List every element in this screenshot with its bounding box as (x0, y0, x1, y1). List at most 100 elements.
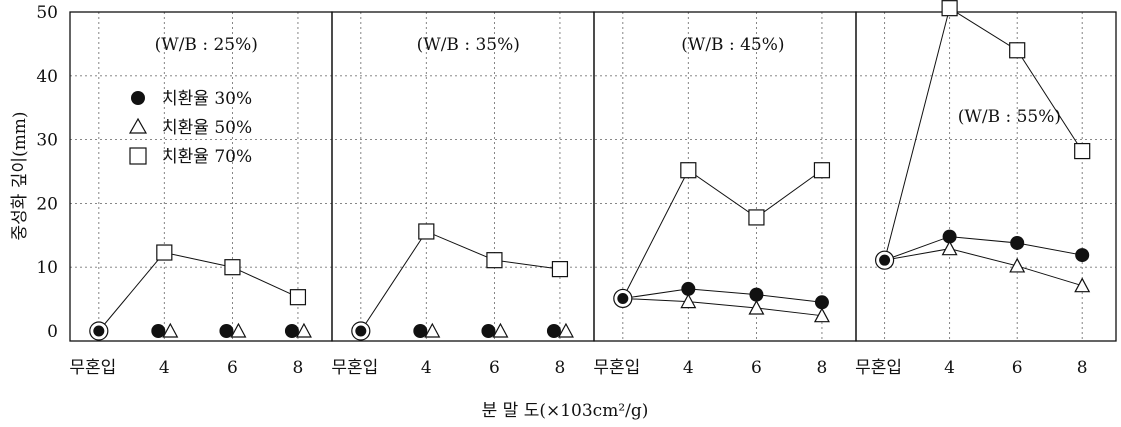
data-point-square (551, 261, 569, 278)
panel-frame (855, 11, 1117, 342)
data-point-circle (1075, 248, 1090, 263)
data-point-triangle (557, 322, 574, 338)
x-tick-label: 4 (421, 358, 432, 378)
data-point-circle (413, 324, 428, 338)
panel-annotation: (W/B : 25%) (155, 35, 258, 55)
legend-marker-square (129, 147, 147, 165)
x-axis-label: 분 말 도(×103cm²/g) (482, 401, 649, 421)
x-tick-label: 무혼입 (593, 358, 640, 378)
x-tick-label: 6 (489, 358, 500, 378)
y-tick-label: 20 (36, 194, 58, 214)
data-point-triangle (295, 322, 312, 338)
series-2 (360, 223, 569, 332)
y-tick-label: 50 (36, 3, 58, 23)
data-point-triangle (1009, 257, 1026, 273)
data-point-circle (814, 295, 829, 310)
data-point-triangle (941, 240, 958, 256)
x-tick-label: 4 (159, 358, 170, 378)
x-tick-label: 4 (683, 358, 694, 378)
data-point-triangle (1074, 277, 1091, 293)
data-point-circle (942, 229, 957, 244)
x-tick-label: 8 (293, 358, 304, 378)
series-line (622, 297, 822, 317)
x-tick-label: 8 (1077, 358, 1088, 378)
panel-annotation: (W/B : 55%) (958, 107, 1061, 127)
data-point-square (224, 259, 241, 276)
x-tick-label: 4 (944, 358, 955, 378)
x-tick-label: 무혼입 (69, 358, 116, 378)
start-dot (617, 292, 629, 304)
panel-frame (331, 11, 595, 342)
data-point-circle (681, 281, 696, 296)
x-tick-label: 6 (227, 358, 238, 378)
x-tick-label: 6 (1012, 358, 1023, 378)
legend: 치환율 30% 치환율 50% 치환율 70% (128, 89, 252, 167)
series-0 (622, 281, 829, 310)
data-point-square (941, 0, 958, 17)
data-point-triangle (162, 322, 179, 338)
series-0 (151, 324, 299, 338)
legend-marker-circle (131, 91, 145, 105)
data-point-square (289, 289, 307, 306)
legend-label: 치환율 70% (162, 147, 252, 167)
x-tick-label: 8 (555, 358, 566, 378)
start-dot (879, 254, 891, 266)
shared-start-marker (351, 321, 371, 341)
legend-marker-triangle (128, 117, 148, 134)
data-point-circle (151, 324, 166, 338)
legend-label: 치환율 50% (162, 118, 252, 138)
data-point-triangle (813, 307, 830, 323)
series-line (884, 236, 1083, 261)
series-2 (622, 162, 831, 299)
data-point-square (418, 223, 435, 240)
data-point-square (486, 252, 503, 269)
data-point-triangle (230, 322, 247, 338)
series-1 (424, 322, 574, 338)
data-point-triangle (424, 322, 441, 338)
data-point-circle (219, 324, 234, 338)
series-1 (162, 322, 312, 338)
x-tick-label: 무혼입 (855, 358, 902, 378)
data-point-square (748, 209, 765, 226)
data-point-square (156, 244, 173, 261)
series-line (622, 169, 823, 299)
data-point-circle (546, 324, 561, 338)
data-point-square (680, 162, 697, 179)
data-point-triangle (748, 299, 765, 315)
data-point-triangle (680, 293, 697, 309)
data-point-circle (284, 324, 299, 338)
start-dot (355, 325, 367, 337)
series-2 (98, 244, 307, 332)
x-tick-label: 8 (817, 358, 828, 378)
data-point-triangle (492, 322, 509, 338)
y-axis-label: 중성화 깊이(mm) (10, 111, 30, 240)
series-line (98, 251, 299, 332)
series-2 (884, 0, 1091, 261)
data-point-square (1009, 42, 1026, 59)
y-tick-label: 0 (47, 322, 58, 342)
legend-label: 치환율 30% (162, 89, 252, 109)
shared-start-marker (89, 321, 109, 341)
data-point-circle (481, 324, 496, 338)
series-line (884, 7, 1083, 261)
series-line (622, 288, 822, 303)
data-point-square (813, 162, 831, 179)
series-1 (622, 293, 830, 323)
frame-layer (69, 11, 1117, 342)
series-layer (89, 0, 1091, 341)
x-tick-label: 6 (751, 358, 762, 378)
text-layer: 중성화 깊이(mm) 분 말 도(×103cm²/g) 0 10 20 30 40 50 무… (10, 3, 1088, 421)
series-1 (884, 240, 1091, 293)
y-tick-label: 10 (36, 258, 58, 278)
series-line (884, 248, 1083, 287)
x-tick-label: 무혼입 (331, 358, 378, 378)
grid-layer (70, 12, 1116, 341)
shared-start-marker (613, 288, 633, 309)
data-point-circle (749, 287, 764, 302)
y-tick-label: 30 (36, 131, 58, 151)
y-tick-label: 40 (36, 67, 58, 87)
panel-annotation: (W/B : 35%) (417, 35, 520, 55)
data-point-square (1074, 142, 1091, 160)
panel-annotation: (W/B : 45%) (681, 35, 784, 55)
